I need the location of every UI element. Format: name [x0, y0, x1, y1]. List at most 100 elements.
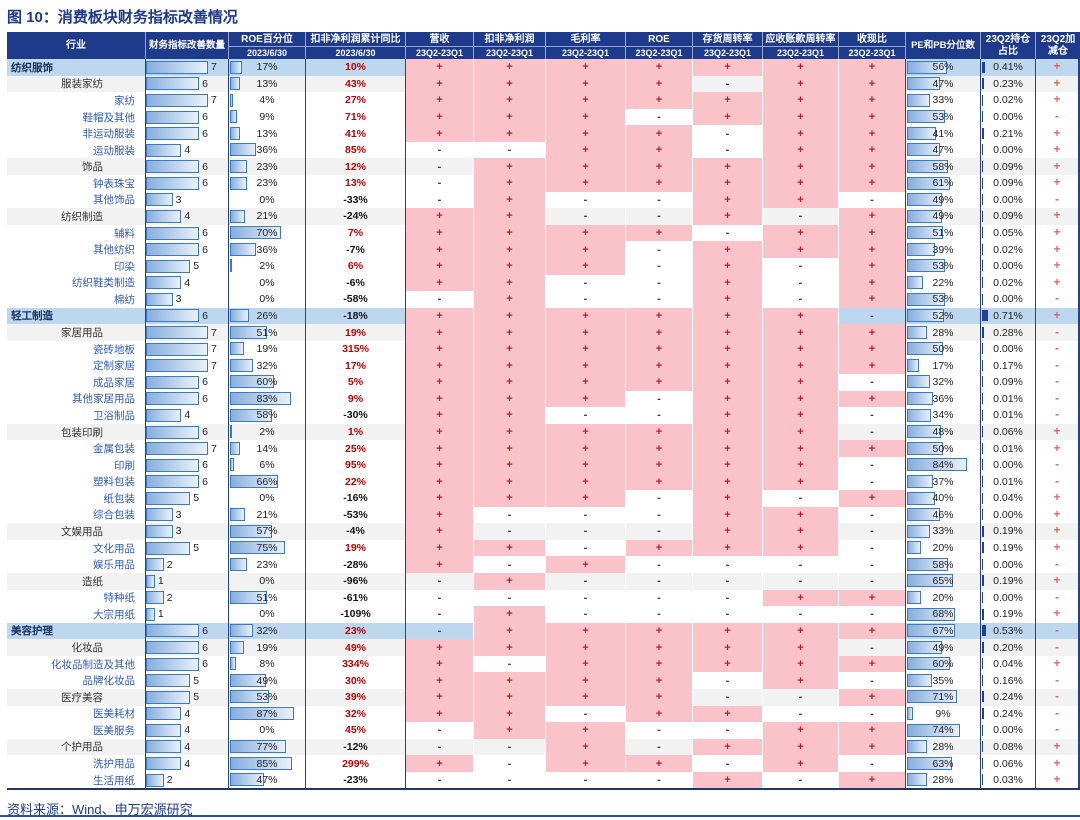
indicator-sign-cell: +	[762, 175, 838, 192]
holding-pct-cell: 0.28%	[980, 324, 1035, 341]
improved-count-cell: 4	[145, 274, 228, 292]
indicator-sign-cell: +	[692, 291, 762, 308]
col-header-holding: 23Q2持仓 占比	[980, 32, 1035, 59]
indicator-sign-cell: +	[692, 175, 762, 192]
indicator-sign-cell: -	[838, 373, 905, 391]
pe-pb-percentile-cell: 52%	[905, 307, 980, 325]
profit-yoy-cell: 23%	[305, 622, 405, 640]
holding-pct-cell: 0.24%	[980, 688, 1035, 706]
roe-percentile-cell: 66%	[228, 473, 305, 491]
indicator-sign-cell: -	[545, 539, 625, 557]
pe-pb-percentile-cell: 49%	[905, 639, 980, 656]
improved-count-cell: 7	[145, 59, 228, 76]
industry-name: 钟表珠宝	[93, 177, 135, 190]
improved-count-cell: 5	[145, 257, 228, 275]
holding-pct-cell: 0.02%	[980, 92, 1035, 109]
indicator-sign-cell: +	[473, 92, 545, 109]
position-change-cell: -	[1035, 672, 1080, 689]
indicator-sign-cell: -	[405, 622, 473, 640]
indicator-sign-cell: -	[762, 490, 838, 507]
indicator-sign-cell: +	[762, 589, 838, 607]
indicator-sign-cell: -	[625, 191, 692, 209]
indicator-sign-cell: -	[625, 407, 692, 424]
roe-percentile-cell: 0%	[228, 274, 305, 292]
indicator-sign-cell: -	[838, 506, 905, 524]
indicator-sign-cell: -	[692, 224, 762, 242]
indicator-sign-cell: +	[762, 141, 838, 159]
holding-pct-cell: 0.00%	[980, 108, 1035, 126]
industry-name: 医疗美容	[61, 691, 103, 704]
indicator-sign-cell: +	[405, 755, 473, 772]
roe-percentile-cell: 26%	[228, 307, 305, 325]
table-row: 医美耗材 4 87% 32% + + - + + - -9% 0.24% -	[7, 705, 1080, 723]
indicator-sign-cell: +	[545, 672, 625, 689]
indicator-sign-cell: +	[838, 738, 905, 756]
pe-pb-percentile-cell: 17%	[905, 357, 980, 374]
position-change-cell: +	[1035, 440, 1080, 457]
indicator-sign-cell: +	[625, 125, 692, 142]
profit-yoy-cell: 43%	[305, 75, 405, 93]
profit-yoy-cell: 39%	[305, 688, 405, 706]
indicator-sign-cell: +	[473, 622, 545, 640]
indicator-sign-cell: +	[405, 390, 473, 408]
holding-pct-cell: 0.00%	[980, 291, 1035, 308]
indicator-sign-cell: +	[692, 158, 762, 176]
roe-percentile-cell: 51%	[228, 589, 305, 607]
indicator-sign-cell: +	[473, 324, 545, 341]
indicator-sign-cell: -	[625, 208, 692, 225]
table-row: 棉纺 3 0% -58% - + - - + - +53% 0.00% -	[7, 291, 1080, 308]
indicator-sign-cell: -	[405, 722, 473, 739]
table-row: 娱乐用品 2 23% -28% + - + - - - -58% 0.00% -	[7, 556, 1080, 573]
profit-yoy-cell: -4%	[305, 523, 405, 540]
indicator-sign-cell: -	[838, 407, 905, 424]
indicator-sign-cell: +	[838, 274, 905, 292]
indicator-sign-cell: +	[838, 440, 905, 457]
roe-percentile-cell: 23%	[228, 158, 305, 176]
indicator-sign-cell: +	[405, 523, 473, 540]
improved-count-cell: 6	[145, 373, 228, 391]
position-change-cell: +	[1035, 257, 1080, 275]
indicator-sign-cell: -	[762, 771, 838, 789]
roe-percentile-cell: 32%	[228, 622, 305, 640]
indicator-sign-cell: +	[838, 141, 905, 159]
indicator-sign-cell: +	[762, 755, 838, 772]
improved-count-cell: 6	[145, 622, 228, 640]
indicator-sign-cell: +	[625, 158, 692, 176]
position-change-cell: +	[1035, 92, 1080, 109]
indicator-sign-cell: +	[473, 208, 545, 225]
profit-yoy-cell: 49%	[305, 639, 405, 656]
roe-percentile-cell: 49%	[228, 672, 305, 689]
indicator-sign-cell: +	[473, 473, 545, 491]
indicator-sign-cell: +	[545, 373, 625, 391]
indicator-sign-cell: +	[838, 92, 905, 109]
holding-pct-cell: 0.09%	[980, 175, 1035, 192]
pe-pb-percentile-cell: 20%	[905, 539, 980, 557]
indicator-sign-cell: -	[762, 208, 838, 225]
holding-pct-cell: 0.19%	[980, 539, 1035, 557]
roe-percentile-cell: 36%	[228, 241, 305, 258]
holding-pct-cell: 0.00%	[980, 506, 1035, 524]
pe-pb-percentile-cell: 47%	[905, 75, 980, 93]
indicator-sign-cell: -	[838, 473, 905, 491]
profit-yoy-cell: -12%	[305, 738, 405, 756]
indicator-sign-cell: -	[762, 274, 838, 292]
industry-name: 文化用品	[93, 542, 135, 555]
pe-pb-percentile-cell: 28%	[905, 738, 980, 756]
improved-count-cell: 6	[145, 423, 228, 441]
roe-percentile-cell: 8%	[228, 655, 305, 673]
holding-pct-cell: 0.01%	[980, 440, 1035, 457]
col-header-net-profit: 扣非净利润 23Q2-23Q1	[473, 32, 545, 59]
table-row: 医美服务 4 0% 45% - + + - - + +74% 0.00% -	[7, 722, 1080, 739]
indicator-sign-cell: +	[545, 655, 625, 673]
indicator-sign-cell: +	[692, 307, 762, 325]
indicator-sign-cell: +	[405, 672, 473, 689]
indicator-sign-cell: +	[692, 59, 762, 76]
indicator-sign-cell: +	[545, 92, 625, 109]
improved-count-cell: 4	[145, 722, 228, 739]
indicator-sign-cell: +	[692, 208, 762, 225]
pe-pb-percentile-cell: 56%	[905, 59, 980, 76]
table-row: 特种纸 2 51% -61% - - - - - + +20% 0.00% -	[7, 589, 1080, 607]
indicator-sign-cell: -	[473, 738, 545, 756]
position-change-cell: +	[1035, 241, 1080, 258]
table-row: 包装印刷 6 2% 1% + + + + + + -48% 0.06% +	[7, 423, 1080, 441]
